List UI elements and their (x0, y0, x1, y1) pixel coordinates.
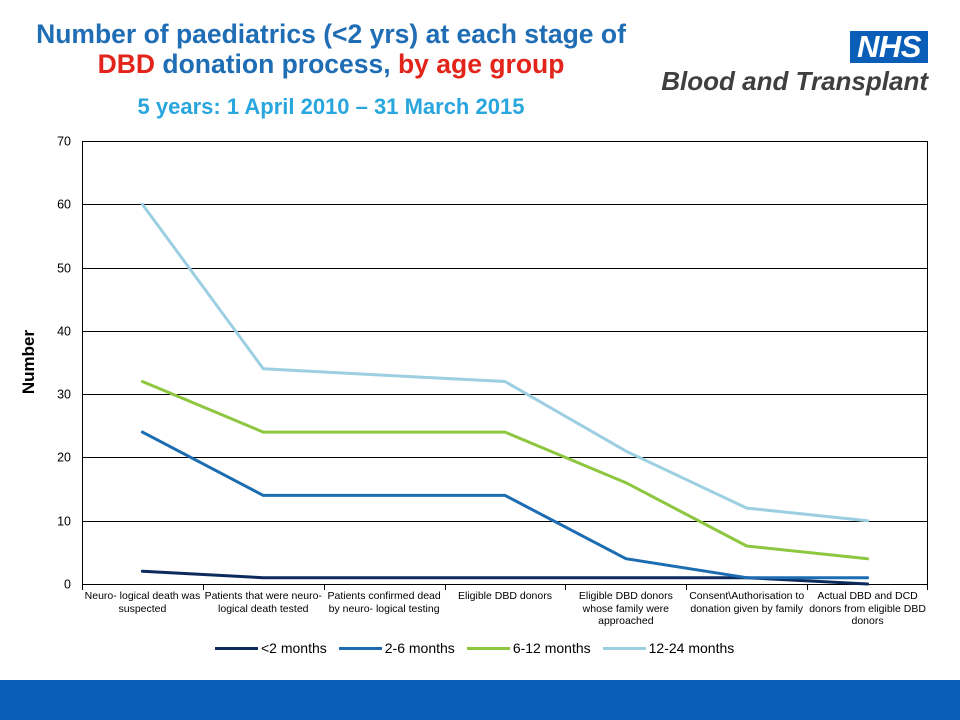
slide-title-line-2: DBD donation process, by age group (0, 49, 662, 79)
legend-swatch (338, 646, 382, 650)
axes (82, 141, 928, 590)
legend-item-6-12-months: 6-12 months (466, 639, 591, 657)
y-tick-label-10: 10 (57, 515, 71, 529)
legend: <2 months 2-6 months 6-12 months 12-24 mont… (215, 639, 746, 657)
organisation-name: Blood and Transplant (661, 66, 928, 96)
legend-label: 2-6 months (384, 640, 455, 656)
title-age-group-text: by age group (398, 49, 565, 79)
x-category-label: Patients that were neuro- logical death … (204, 590, 322, 615)
series-line-12-24-months (140, 202, 870, 523)
y-tick-labels: 0 10 20 30 40 50 60 70 (57, 135, 71, 592)
footer-bar (0, 680, 960, 720)
nhs-logo-badge: NHS (850, 31, 928, 63)
y-tick-label-20: 20 (57, 451, 71, 465)
legend-item-12-24-months: 12-24 months (602, 639, 735, 657)
slide-title: Number of paediatrics (<2 yrs) at each s… (0, 19, 662, 79)
legend-label: 6-12 months (512, 640, 591, 656)
x-category-label: Actual DBD and DCD donors from eligible … (809, 590, 926, 627)
title-donation-process-text: donation process, (162, 49, 391, 79)
y-tick-label-60: 60 (57, 198, 71, 212)
y-tick-label-0: 0 (64, 578, 71, 592)
legend-item-2-6-months: 2-6 months (338, 639, 455, 657)
x-category-label: Patients confirmed dead by neuro- logica… (327, 590, 441, 615)
y-tick-label-50: 50 (57, 262, 71, 276)
x-category-label: Eligible DBD donors (458, 590, 552, 602)
legend-label: 12-24 months (648, 640, 735, 656)
gridlines (82, 141, 928, 585)
legend-label: <2 months (261, 640, 327, 656)
x-category-label: Consent\Authorisation to donation given … (689, 590, 805, 615)
series-line-2-6-months (140, 430, 870, 580)
y-tick-label-30: 30 (57, 388, 71, 402)
series-lines (140, 202, 870, 586)
x-category-label: Neuro- logical death was suspected (84, 590, 201, 615)
x-category-label: Eligible DBD donors whose family were ap… (578, 590, 673, 627)
title-dbd-text: DBD (97, 49, 156, 79)
slide-subtitle: 5 years: 1 April 2010 – 31 March 2015 (137, 94, 525, 119)
series-line-6-12-months (140, 380, 870, 561)
legend-swatch (466, 646, 510, 650)
legend-swatch (215, 646, 258, 650)
y-axis-title: Number (19, 329, 38, 395)
y-tick-label-40: 40 (57, 325, 71, 339)
y-tick-label-70: 70 (57, 135, 71, 149)
line-chart: 0 10 20 30 40 50 60 70 (57, 135, 928, 592)
legend-item-under-2-months: <2 months (215, 639, 327, 657)
legend-swatch (602, 646, 646, 650)
slide-title-line-1: Number of paediatrics (<2 yrs) at each s… (36, 19, 626, 49)
